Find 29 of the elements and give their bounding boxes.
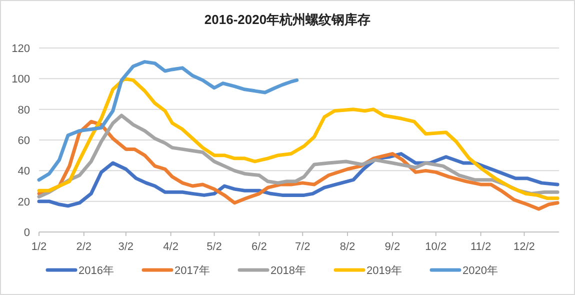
x-tick-label: 4/2 bbox=[163, 241, 178, 253]
line-series bbox=[37, 76, 560, 200]
y-tick-label: 0 bbox=[24, 227, 30, 239]
x-tick-label: 7/2 bbox=[294, 241, 310, 253]
legend-label: 2019年 bbox=[366, 265, 402, 277]
y-tick-label: 120 bbox=[12, 43, 30, 55]
x-tick-label: 2/2 bbox=[76, 241, 92, 253]
x-tick-label: 3/2 bbox=[118, 241, 134, 253]
x-tick-label: 1/2 bbox=[31, 241, 47, 253]
x-tick-label: 5/2 bbox=[206, 241, 222, 253]
line-series bbox=[37, 120, 560, 211]
line-series bbox=[37, 60, 299, 182]
x-tick-label: 12/2 bbox=[514, 241, 535, 253]
legend-label: 2018年 bbox=[270, 265, 306, 277]
x-tick-label: 11/2 bbox=[470, 241, 492, 253]
y-tick-label: 60 bbox=[18, 135, 30, 147]
x-tick-label: 10/2 bbox=[425, 241, 447, 253]
y-tick-label: 80 bbox=[18, 104, 30, 116]
x-tick-label: 9/2 bbox=[384, 241, 400, 253]
line-series bbox=[37, 152, 560, 208]
y-tick-label: 40 bbox=[18, 166, 30, 178]
chart-title: 2016-2020年杭州螺纹钢库存 bbox=[204, 12, 371, 27]
legend-label: 2020年 bbox=[462, 265, 498, 277]
y-tick-label: 100 bbox=[12, 74, 30, 86]
y-tick-label: 20 bbox=[18, 196, 30, 208]
legend-label: 2017年 bbox=[174, 265, 210, 277]
x-tick-label: 6/2 bbox=[252, 241, 267, 253]
legend-label: 2016年 bbox=[78, 265, 114, 277]
x-tick-label: 8/2 bbox=[340, 241, 356, 253]
